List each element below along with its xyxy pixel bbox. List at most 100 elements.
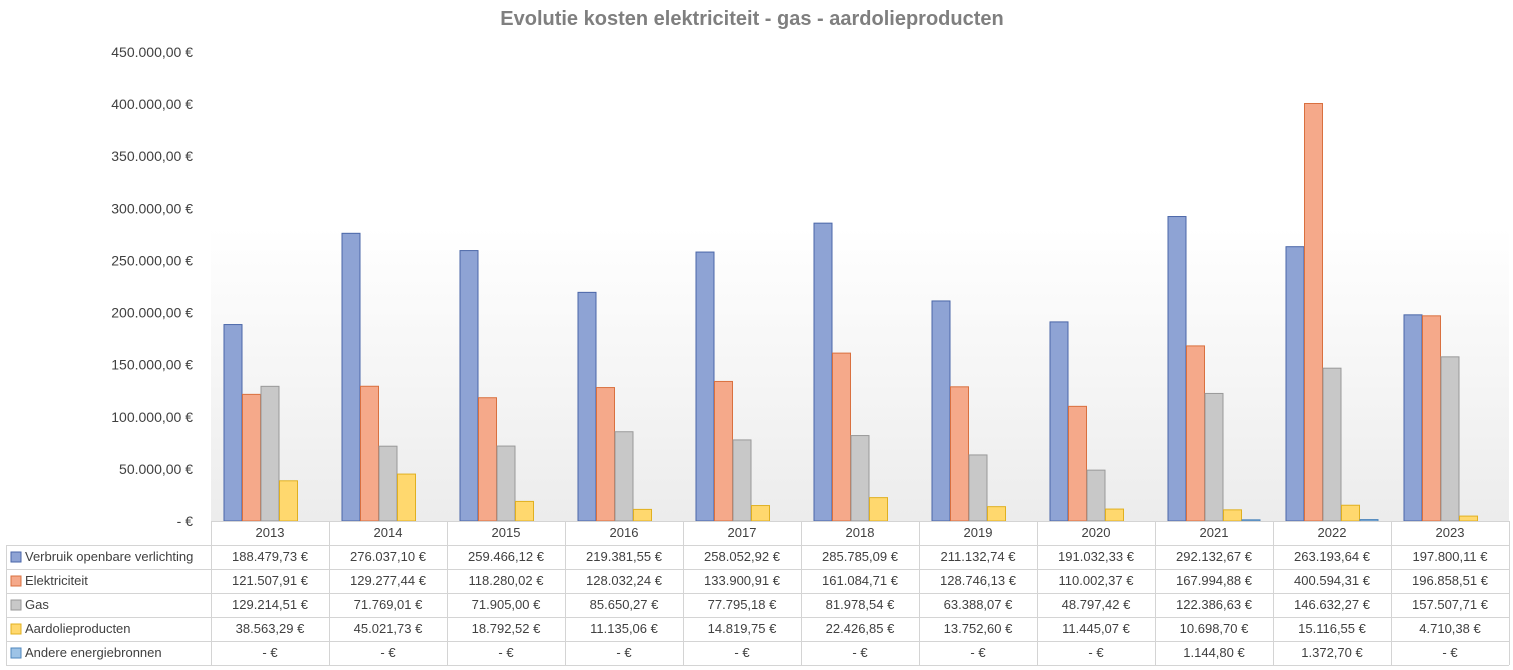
- data-label: 1.372,70 €: [1301, 645, 1363, 660]
- x-tick-label: 2020: [1082, 525, 1111, 540]
- y-tick-label: 150.000,00 €: [111, 357, 193, 373]
- data-label: 157.507,71 €: [1412, 597, 1489, 612]
- data-label: 121.507,91 €: [232, 573, 309, 588]
- data-label: 4.710,38 €: [1419, 621, 1481, 636]
- y-tick-label: 450.000,00 €: [111, 44, 193, 60]
- bar-aardolieproducten-2021: [1223, 509, 1242, 522]
- data-label: 85.650,27 €: [590, 597, 659, 612]
- data-label: 13.752,60 €: [944, 621, 1013, 636]
- data-label: 11.445,07 €: [1062, 621, 1130, 636]
- bar-aardolieproducten-2016: [633, 508, 652, 522]
- x-tick-label: 2023: [1436, 525, 1465, 540]
- x-tick-label: 2022: [1318, 525, 1347, 540]
- data-label: 400.594,31 €: [1294, 573, 1371, 588]
- bar-elektriciteit-2013: [242, 393, 261, 522]
- data-label: - €: [852, 645, 868, 660]
- bar-gas-2015: [496, 445, 516, 522]
- x-tick-label: 2016: [610, 525, 639, 540]
- bar-gas-2023: [1440, 356, 1460, 522]
- bar-gas-2021: [1204, 392, 1224, 522]
- bar-gas-2016: [614, 431, 634, 522]
- bar-elektriciteit-2014: [360, 385, 379, 522]
- bar-aardolieproducten-2015: [515, 500, 534, 522]
- data-label: 122.386,63 €: [1176, 597, 1253, 612]
- legend-swatch: [10, 623, 22, 635]
- data-label: 133.900,91 €: [704, 573, 781, 588]
- bar-aardolieproducten-2014: [397, 473, 416, 522]
- data-label: 38.563,29 €: [236, 621, 305, 636]
- y-tick-label: 350.000,00 €: [111, 148, 193, 164]
- data-label: 110.002,37 €: [1059, 573, 1135, 588]
- y-tick-label: 250.000,00 €: [111, 252, 193, 268]
- data-label: 259.466,12 €: [468, 549, 545, 564]
- data-label: 129.277,44 €: [350, 573, 427, 588]
- data-label: 81.978,54 €: [826, 597, 895, 612]
- data-label: 45.021,73 €: [354, 621, 423, 636]
- data-label: 18.792,52 €: [472, 621, 541, 636]
- bar-aardolieproducten-2019: [987, 506, 1006, 522]
- data-label: 118.280,02 €: [469, 573, 545, 588]
- data-label: 285.785,09 €: [822, 549, 899, 564]
- data-label: 188.479,73 €: [232, 549, 309, 564]
- y-tick-label: - €: [177, 513, 194, 529]
- legend-swatch: [10, 599, 22, 611]
- x-tick-label: 2021: [1200, 525, 1229, 540]
- data-table: 2013 2014 2015 2016 2017 2018 2019 2020 2021 2022…: [6, 521, 1510, 666]
- chart-title: Evolutie kosten elektriciteit - gas - aa…: [500, 8, 1003, 30]
- bar-elektriciteit-2021: [1186, 345, 1205, 522]
- x-tick-label: 2018: [846, 525, 875, 540]
- data-label: 197.800,11 €: [1413, 549, 1489, 564]
- data-label: 258.052,92 €: [704, 549, 781, 564]
- data-label: 71.769,01 €: [354, 597, 423, 612]
- legend-swatch: [10, 551, 22, 563]
- data-label: 77.795,18 €: [708, 597, 777, 612]
- bar-elektriciteit-2018: [832, 352, 851, 522]
- data-label: - €: [380, 645, 396, 660]
- x-tick-label: 2014: [374, 525, 403, 540]
- data-label: 22.426,85 €: [826, 621, 895, 636]
- y-tick-label: 200.000,00 €: [111, 305, 193, 321]
- data-label: 196.858,51 €: [1412, 573, 1489, 588]
- bar-gas-2020: [1086, 469, 1106, 522]
- data-label: 161.084,71 €: [822, 573, 899, 588]
- data-label: 128.032,24 €: [586, 573, 663, 588]
- bar-andere-energiebronnen-2021: [1241, 519, 1261, 522]
- bar-verbruik-openbare-verlichting-2023: [1403, 314, 1423, 522]
- data-label: - €: [498, 645, 514, 660]
- bar-elektriciteit-2016: [596, 387, 615, 522]
- bar-elektriciteit-2017: [714, 380, 733, 522]
- data-label: 15.116,55 €: [1298, 621, 1366, 636]
- data-label: 63.388,07 €: [944, 597, 1013, 612]
- bar-gas-2017: [732, 439, 752, 522]
- data-label: - €: [1088, 645, 1104, 660]
- legend-label: Andere energiebronnen: [25, 645, 162, 660]
- bar-gas-2022: [1322, 367, 1342, 522]
- bar-elektriciteit-2019: [950, 386, 969, 522]
- data-label: - €: [616, 645, 632, 660]
- data-label: 292.132,67 €: [1176, 549, 1253, 564]
- bar-aardolieproducten-2022: [1341, 504, 1360, 522]
- y-axis: - € 50.000,00 € 100.000,00 € 150.000,00 € 20…: [111, 44, 193, 529]
- data-label: 263.193,64 €: [1294, 549, 1371, 564]
- legend-swatch: [10, 575, 22, 587]
- bar-verbruik-openbare-verlichting-2014: [341, 232, 361, 522]
- bar-aardolieproducten-2018: [869, 497, 888, 522]
- x-tick-label: 2015: [492, 525, 521, 540]
- legend-label: Aardolieproducten: [25, 621, 131, 636]
- bar-gas-2014: [378, 445, 398, 522]
- bar-verbruik-openbare-verlichting-2017: [695, 251, 715, 522]
- bar-elektriciteit-2023: [1422, 315, 1441, 522]
- bar-verbruik-openbare-verlichting-2019: [931, 300, 951, 522]
- bar-verbruik-openbare-verlichting-2013: [223, 324, 243, 522]
- bar-verbruik-openbare-verlichting-2018: [813, 222, 833, 522]
- legend-label: Verbruik openbare verlichting: [25, 549, 193, 564]
- data-label: - €: [734, 645, 750, 660]
- bar-aardolieproducten-2023: [1459, 515, 1478, 522]
- data-label: 71.905,00 €: [472, 597, 541, 612]
- bar-gas-2013: [260, 385, 280, 522]
- bar-gas-2019: [968, 454, 988, 522]
- bars: [223, 102, 1478, 522]
- bar-gas-2018: [850, 435, 870, 522]
- data-label: - €: [970, 645, 986, 660]
